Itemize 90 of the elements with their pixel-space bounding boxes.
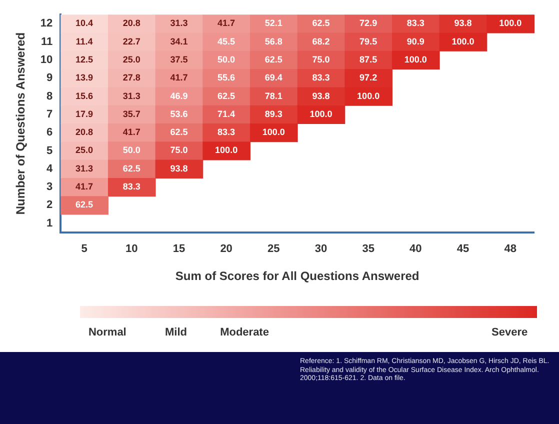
data-label: 25.0 bbox=[122, 54, 140, 64]
data-label: 56.8 bbox=[264, 36, 282, 46]
x-tick-label: 35 bbox=[362, 243, 374, 256]
x-tick-label: 25 bbox=[268, 243, 280, 256]
data-label: 25.0 bbox=[76, 145, 94, 156]
data-label: 79.5 bbox=[360, 36, 378, 46]
data-label: 53.6 bbox=[170, 108, 188, 119]
data-label: 15.6 bbox=[76, 90, 94, 101]
y-tick-label: 5 bbox=[46, 144, 53, 157]
data-label: 75.0 bbox=[170, 145, 188, 156]
data-label: 45.5 bbox=[218, 36, 236, 46]
data-label: 31.3 bbox=[170, 18, 188, 28]
data-label: 31.3 bbox=[76, 163, 94, 174]
color-bar-label: Severe bbox=[492, 326, 528, 339]
y-tick-label: 3 bbox=[46, 181, 53, 194]
data-label: 62.5 bbox=[170, 127, 188, 138]
data-label: 62.5 bbox=[218, 90, 236, 101]
y-tick-label: 12 bbox=[40, 18, 53, 30]
data-label: 20.8 bbox=[122, 18, 140, 28]
data-label: 97.2 bbox=[360, 72, 378, 83]
data-label: 50.0 bbox=[218, 54, 236, 64]
data-label: 71.4 bbox=[218, 108, 236, 119]
color-bar-label: Mild bbox=[164, 326, 187, 339]
data-label: 78.1 bbox=[264, 90, 282, 101]
data-label: 20.8 bbox=[76, 127, 94, 138]
x-tick-label: 20 bbox=[220, 243, 232, 256]
data-label: 90.9 bbox=[406, 36, 424, 46]
y-tick-label: 11 bbox=[40, 36, 53, 48]
data-label: 69.4 bbox=[264, 72, 282, 83]
data-label: 34.1 bbox=[170, 36, 188, 46]
data-label: 22.7 bbox=[122, 36, 140, 46]
x-tick-label: 10 bbox=[126, 243, 138, 256]
data-label: 62.5 bbox=[76, 200, 94, 210]
data-label: 93.8 bbox=[454, 18, 472, 28]
x-tick-label: 40 bbox=[410, 243, 422, 256]
data-label: 46.9 bbox=[170, 90, 188, 101]
data-label: 83.3 bbox=[122, 182, 140, 192]
data-label: 52.1 bbox=[264, 18, 282, 28]
y-tick-label: 8 bbox=[46, 90, 53, 102]
data-label: 50.0 bbox=[122, 145, 140, 156]
x-tick-label: 30 bbox=[314, 243, 328, 256]
x-tick-label: 45 bbox=[456, 243, 470, 256]
y-axis-title: Number of Questions Answered bbox=[14, 32, 28, 215]
data-label: 100.0 bbox=[357, 90, 380, 101]
y-tick-label: 10 bbox=[40, 54, 53, 66]
data-label: 68.2 bbox=[312, 36, 330, 46]
data-label: 83.3 bbox=[312, 72, 330, 83]
x-axis-title: Sum of Scores for All Questions Answered bbox=[175, 269, 420, 284]
y-tick-label: 6 bbox=[46, 126, 53, 139]
x-tick-label: 15 bbox=[172, 243, 186, 256]
data-label: 35.7 bbox=[122, 108, 140, 119]
data-label: 10.4 bbox=[76, 18, 94, 28]
data-label: 100.0 bbox=[262, 127, 285, 138]
data-label: 13.9 bbox=[76, 72, 94, 83]
data-label: 12.5 bbox=[76, 54, 94, 64]
color-bar-label: Normal bbox=[88, 326, 126, 339]
data-label: 100.0 bbox=[404, 54, 427, 64]
y-tick-label: 4 bbox=[46, 162, 54, 175]
data-label: 31.3 bbox=[122, 90, 140, 101]
data-label: 100.0 bbox=[215, 145, 238, 156]
data-label: 89.3 bbox=[264, 108, 282, 119]
color-bar-label: Moderate bbox=[220, 326, 269, 339]
data-label: 11.4 bbox=[76, 36, 93, 46]
data-label: 41.7 bbox=[218, 18, 236, 28]
data-label: 93.8 bbox=[312, 90, 330, 101]
data-label: 62.5 bbox=[264, 54, 282, 64]
data-label: 83.3 bbox=[218, 127, 236, 138]
data-label: 41.7 bbox=[170, 72, 188, 83]
data-label: 17.9 bbox=[76, 108, 94, 119]
y-tick-label: 7 bbox=[46, 108, 53, 120]
data-label: 37.5 bbox=[170, 54, 188, 64]
data-label: 41.7 bbox=[122, 127, 140, 138]
data-label: 27.8 bbox=[122, 72, 140, 83]
y-tick-label: 9 bbox=[46, 72, 53, 84]
data-label: 93.8 bbox=[170, 163, 188, 174]
data-label: 55.6 bbox=[218, 72, 236, 83]
data-label: 83.3 bbox=[406, 18, 424, 28]
data-label: 62.5 bbox=[122, 163, 140, 174]
data-label: 41.7 bbox=[76, 182, 94, 192]
data-label: 72.9 bbox=[360, 18, 378, 28]
data-label: 100.0 bbox=[499, 18, 522, 28]
x-tick-label: 5 bbox=[81, 243, 88, 256]
data-label: 75.0 bbox=[312, 54, 330, 64]
data-label: 87.5 bbox=[360, 54, 378, 64]
data-label: 62.5 bbox=[312, 18, 330, 28]
y-tick-label: 1 bbox=[46, 217, 53, 230]
data-label: 100.0 bbox=[452, 36, 474, 46]
y-tick-label: 2 bbox=[46, 199, 53, 212]
data-label: 100.0 bbox=[310, 108, 332, 119]
x-tick-label: 48 bbox=[504, 243, 516, 256]
